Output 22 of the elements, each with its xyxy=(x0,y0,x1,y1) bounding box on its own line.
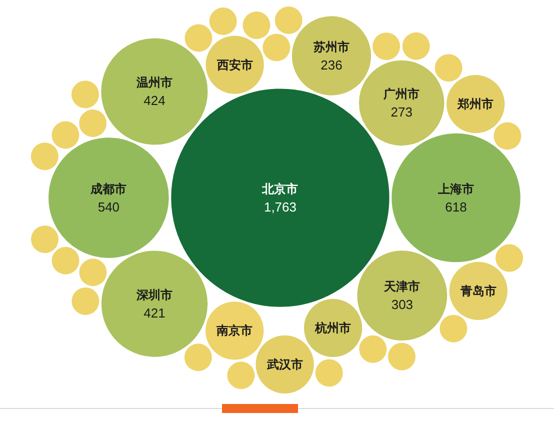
data-label: 303 xyxy=(391,297,414,312)
data-label: 540 xyxy=(98,199,120,214)
category-label: 杭州市 xyxy=(314,320,352,335)
category-label: 成都市 xyxy=(90,182,127,196)
category-label: 青岛市 xyxy=(459,284,496,298)
data-label: 1,763 xyxy=(264,199,296,214)
category-label: 深圳市 xyxy=(136,288,173,302)
category-label: 天津市 xyxy=(383,280,420,294)
category-label: 苏州市 xyxy=(312,40,350,54)
category-label: 郑州市 xyxy=(456,97,494,112)
data-label: 618 xyxy=(445,199,467,214)
category-label: 西安市 xyxy=(216,58,253,72)
category-label: 北京市 xyxy=(261,182,298,196)
data-label: 421 xyxy=(144,305,166,320)
category-label: 武汉市 xyxy=(266,357,303,372)
category-label: 温州市 xyxy=(135,76,172,90)
category-label: 广州市 xyxy=(382,86,420,101)
category-label: 南京市 xyxy=(216,324,253,338)
data-label: 273 xyxy=(390,104,412,120)
data-label: 424 xyxy=(144,93,166,108)
category-label: 上海市 xyxy=(437,182,474,196)
data-label: 236 xyxy=(320,57,342,72)
